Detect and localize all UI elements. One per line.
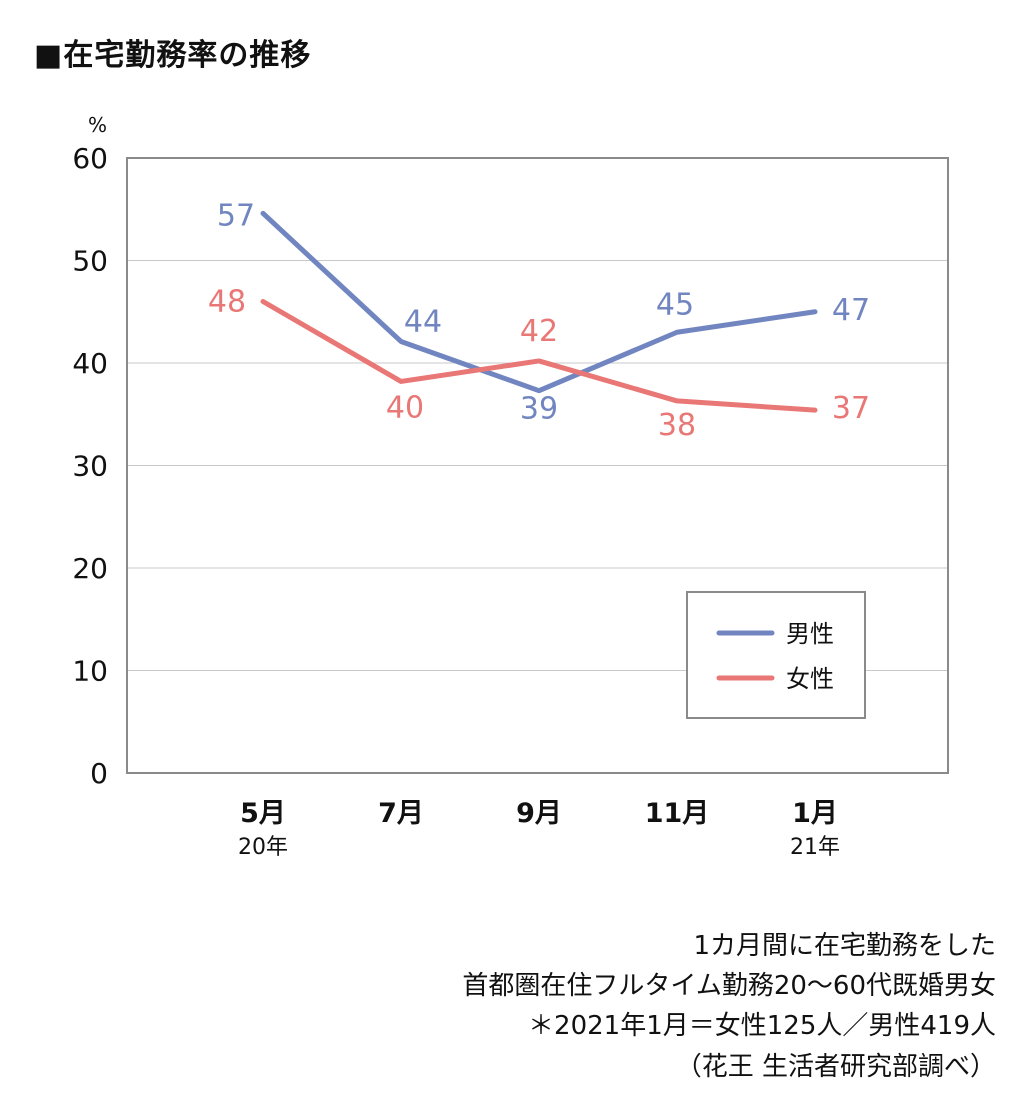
x-tick-label: 5月 <box>240 798 286 829</box>
y-axis-unit: % <box>88 113 108 137</box>
note-line-1: 1カ月間に在宅勤務をした <box>693 931 996 961</box>
line-chart: 0 10 20 30 40 50 60 5月 20年 7月 9月 11月 1月 21年 57 44 39 45 4… <box>72 142 949 860</box>
y-tick-label: 40 <box>72 347 108 380</box>
note-line-3: ＊2021年1月＝女性125人／男性419人 <box>528 1011 996 1041</box>
data-label: 45 <box>656 287 694 322</box>
x-tick-label: 11月 <box>645 798 710 829</box>
data-label: 47 <box>832 293 870 328</box>
y-tick-label: 20 <box>72 552 108 585</box>
y-tick-label: 60 <box>72 142 108 175</box>
legend-box <box>686 591 866 719</box>
legend-label: 男性 <box>786 620 834 648</box>
series-layer <box>260 210 818 413</box>
x-tick-sublabel: 21年 <box>790 835 840 860</box>
axis-layer: 0 10 20 30 40 50 60 5月 20年 7月 9月 11月 1月 21年 <box>72 142 949 860</box>
y-tick-label: 50 <box>72 245 108 278</box>
data-label: 42 <box>520 314 558 349</box>
x-tick-sublabel: 20年 <box>238 835 288 860</box>
data-label: 44 <box>404 304 442 339</box>
y-tick-label: 0 <box>90 757 108 790</box>
x-tick-label: 7月 <box>378 798 424 829</box>
chart-title: ■在宅勤務率の推移 <box>34 38 312 73</box>
label-layer: 57 44 39 45 47 48 40 42 38 37 <box>208 198 870 443</box>
data-label: 48 <box>208 285 246 320</box>
x-tick-label: 1月 <box>792 798 838 829</box>
y-tick-label: 30 <box>72 450 108 483</box>
data-label: 39 <box>520 392 558 427</box>
data-label: 37 <box>832 391 870 426</box>
note-line-4: （花王 生活者研究部調べ） <box>675 1052 996 1082</box>
legend-label: 女性 <box>786 665 834 693</box>
data-label: 57 <box>217 198 255 233</box>
plot-frame <box>126 157 949 774</box>
series-line-male <box>260 210 818 394</box>
data-label: 38 <box>658 408 696 443</box>
x-tick-label: 9月 <box>516 798 562 829</box>
data-label: 40 <box>386 390 424 425</box>
note-line-2: 首都圏在住フルタイム勤務20〜60代既婚男女 <box>462 971 996 1001</box>
y-tick-label: 10 <box>72 655 108 688</box>
